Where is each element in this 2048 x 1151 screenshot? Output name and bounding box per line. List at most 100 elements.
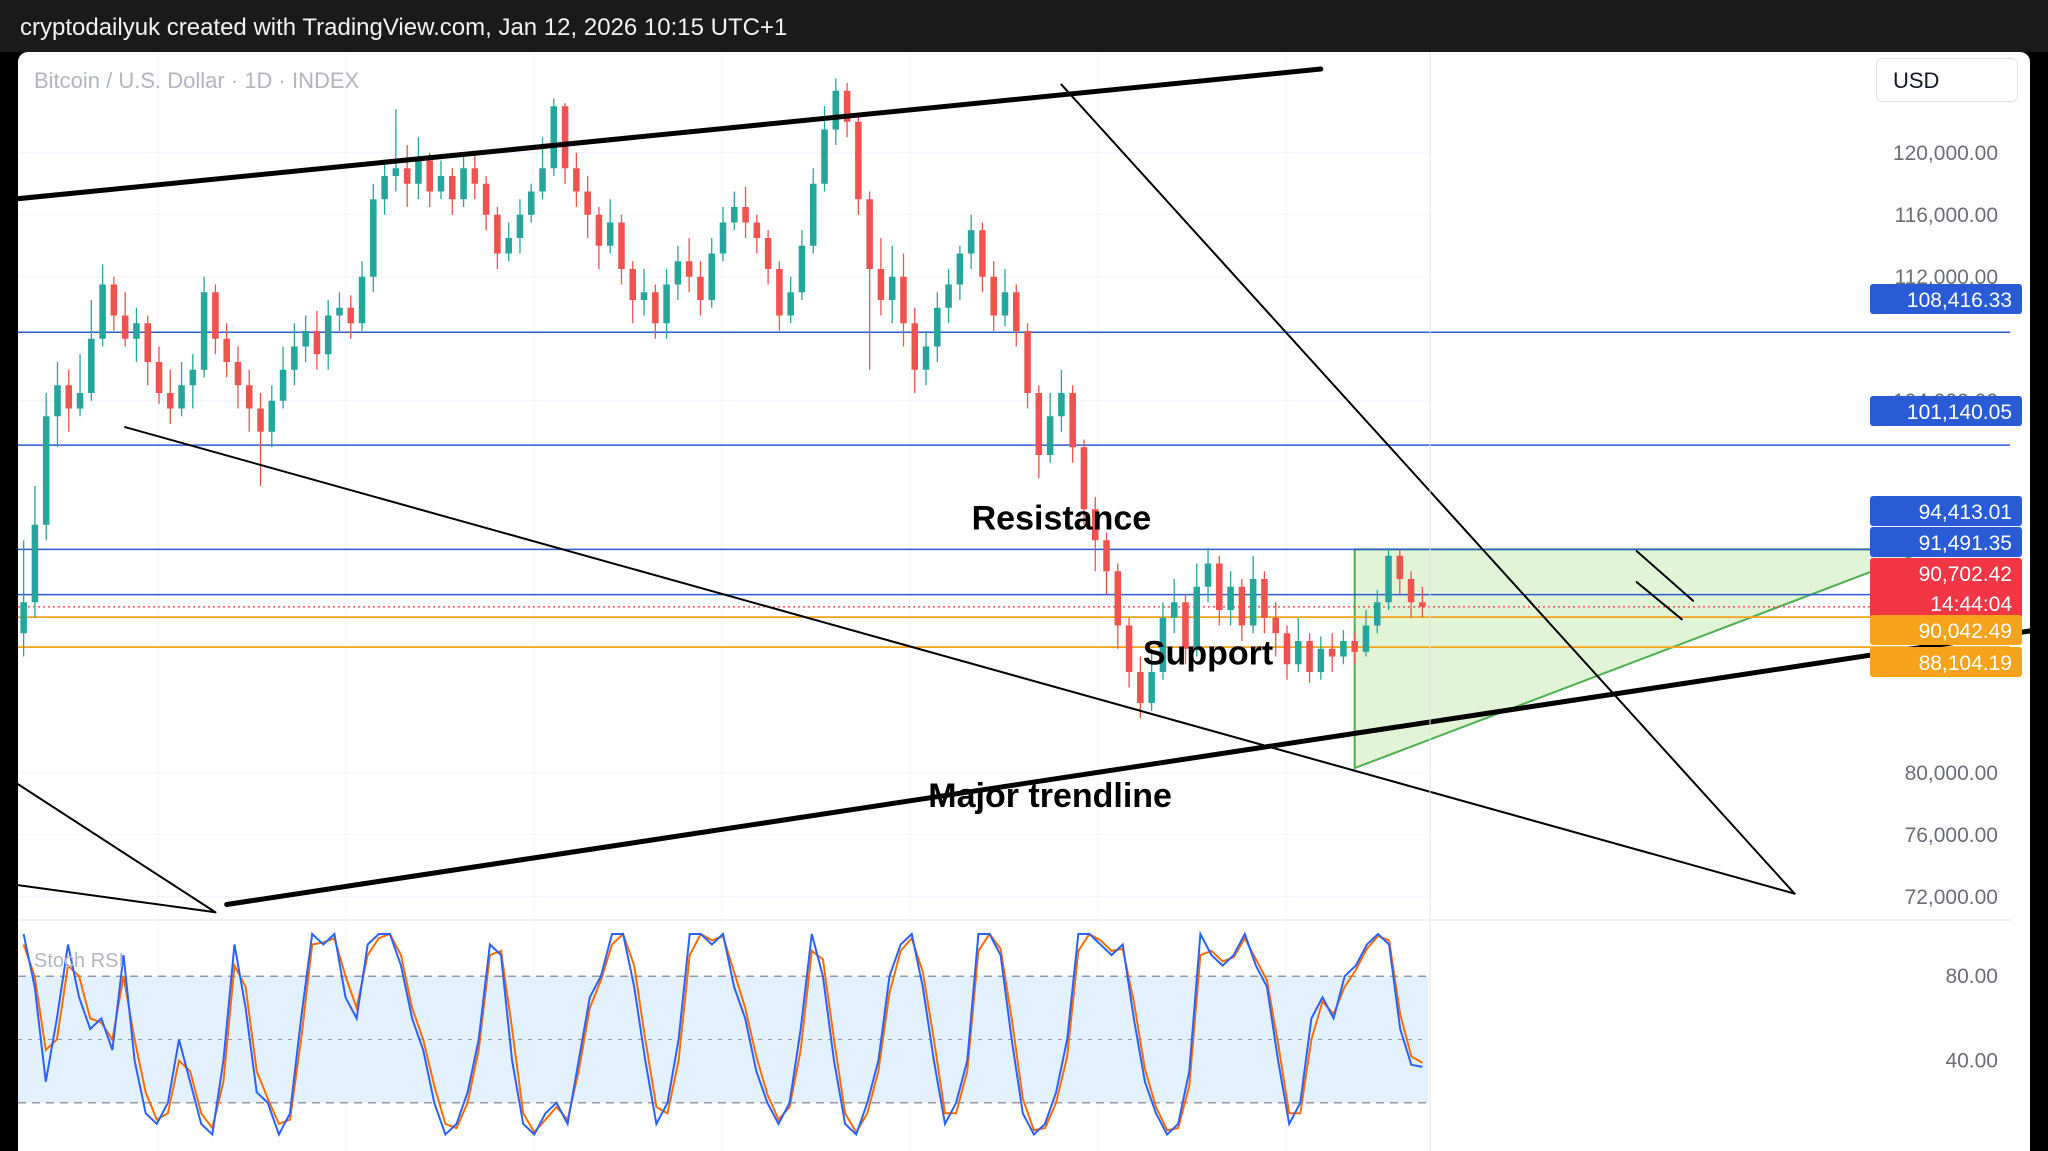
candle-body <box>1295 641 1302 665</box>
candle <box>1238 579 1246 641</box>
price-chart[interactable]: Resistance Support Major trendline 120,000… <box>18 52 2030 1151</box>
candle <box>494 207 501 269</box>
candle <box>426 152 433 207</box>
candle-body <box>1283 633 1291 665</box>
horizontal-levels <box>18 331 2010 649</box>
candle-body <box>1035 393 1043 455</box>
candle-body <box>1114 571 1122 626</box>
candle <box>1035 385 1043 479</box>
price-badge: 88,104.19 <box>1870 647 2022 677</box>
candle <box>1407 571 1415 618</box>
candle <box>1261 571 1268 634</box>
candle <box>471 155 479 200</box>
candle-body <box>110 284 118 316</box>
candle <box>88 300 95 401</box>
price-tick-label: 80,000.00 <box>1905 762 1998 785</box>
candle-body <box>1419 602 1426 607</box>
candle-body <box>88 338 95 393</box>
candle-body <box>1362 625 1370 652</box>
candle-body <box>539 168 546 192</box>
grid <box>18 52 2010 1151</box>
candle <box>279 346 287 409</box>
candle <box>1204 548 1212 603</box>
candle <box>606 199 614 254</box>
candle <box>595 207 603 269</box>
candle-body <box>990 276 997 316</box>
candle-body <box>1137 672 1144 703</box>
price-badge-value: 90,042.49 <box>1919 620 2012 643</box>
candle-body <box>764 238 772 269</box>
candle <box>1317 636 1325 680</box>
candle <box>934 292 941 362</box>
candle <box>618 214 625 285</box>
candle-body <box>426 160 433 192</box>
candle-body <box>42 416 50 525</box>
candle <box>652 284 659 339</box>
trendline-flag-upper <box>1635 550 1695 602</box>
price-badge: 108,416.33 <box>1870 284 2022 314</box>
candle-body <box>437 176 445 192</box>
candle-body <box>336 307 343 316</box>
annotation-label: Resistance <box>972 499 1152 537</box>
candle <box>550 98 558 176</box>
candle <box>1351 633 1358 665</box>
stoch-tick-label: 40.00 <box>1945 1050 1998 1073</box>
candle-body <box>268 400 276 432</box>
candle-body <box>313 331 321 355</box>
candle-body <box>403 168 411 184</box>
candle-body <box>516 214 524 238</box>
candle-body <box>1261 579 1268 618</box>
candle <box>1058 369 1065 432</box>
price-tick-label: 120,000.00 <box>1893 142 1998 165</box>
price-badge: 101,140.05 <box>1870 396 2022 426</box>
candle <box>663 269 670 339</box>
candle-body <box>708 253 715 300</box>
candle <box>967 214 975 269</box>
candle <box>764 230 772 285</box>
candle-body <box>449 176 456 200</box>
candle-body <box>302 331 309 347</box>
stoch-tick-label: 80.00 <box>1945 965 1998 988</box>
symbol-title[interactable]: Bitcoin / U.S. Dollar · 1D · INDEX <box>34 68 360 93</box>
candle-body <box>900 276 907 324</box>
candle-body <box>189 369 197 386</box>
candle-body <box>967 230 975 254</box>
candle <box>110 276 118 331</box>
candle <box>629 261 637 324</box>
candle <box>223 323 230 378</box>
candle <box>76 354 84 417</box>
candle <box>1069 385 1076 463</box>
candle <box>731 191 738 231</box>
candle <box>832 78 840 145</box>
candle-body <box>155 362 163 393</box>
candle-body <box>54 385 61 417</box>
price-tick-label: 76,000.00 <box>1905 824 1998 847</box>
candle <box>922 331 930 386</box>
candle <box>888 245 896 324</box>
annotations: Resistance Support Major trendline <box>928 499 1273 814</box>
candle <box>911 307 919 393</box>
candle <box>449 168 456 215</box>
candle <box>843 83 851 138</box>
candle <box>336 292 343 331</box>
chart-panel[interactable]: Resistance Support Major trendline 120,000… <box>18 52 2030 1151</box>
candle-body <box>731 207 738 223</box>
candle <box>697 261 704 316</box>
candle <box>54 362 61 448</box>
candle-body <box>877 269 885 300</box>
candle-body <box>1351 641 1358 652</box>
candle-body <box>279 369 287 401</box>
candle <box>1227 571 1234 626</box>
candle <box>1419 586 1426 618</box>
candle-body <box>167 393 174 409</box>
candle <box>1137 656 1144 719</box>
trendline-flag-lower <box>1635 581 1683 621</box>
candle <box>855 114 862 215</box>
candle <box>358 261 366 331</box>
candle <box>798 230 806 300</box>
currency-selector[interactable]: USD <box>1876 58 2018 102</box>
candle <box>1091 496 1099 572</box>
candle <box>809 168 817 254</box>
candle-body <box>1080 447 1088 510</box>
candle <box>212 284 219 355</box>
